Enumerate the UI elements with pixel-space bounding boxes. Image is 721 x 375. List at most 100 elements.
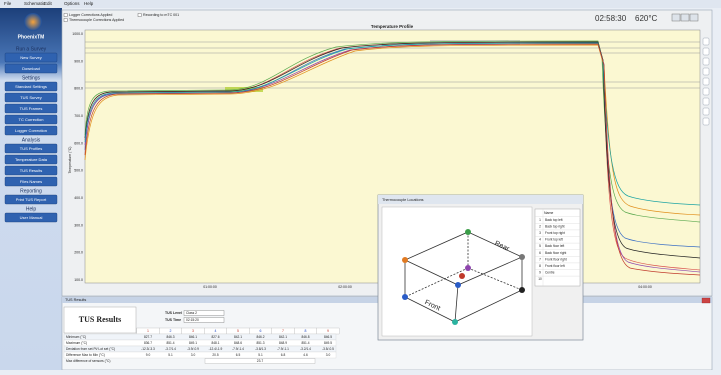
cell-value: -3.8/1.3: [255, 347, 266, 351]
sidebar-button[interactable]: [4, 212, 58, 223]
row-number: 10: [538, 277, 542, 281]
column-header: 6: [260, 329, 262, 333]
sidebar-button[interactable]: [4, 114, 58, 125]
menu-item[interactable]: File: [4, 1, 12, 6]
heading-box: [63, 306, 137, 334]
section-title: Run a Survey: [16, 46, 47, 52]
cell-value: 6.5: [236, 353, 241, 357]
logo-text: PhoenixTM: [18, 34, 45, 40]
cube-canvas: [381, 206, 533, 337]
row-label: Difference Max to Min (°C): [66, 353, 105, 357]
section-title: Help: [26, 206, 37, 212]
tool-icon[interactable]: [702, 87, 710, 96]
tool-icon[interactable]: [702, 57, 710, 66]
menu-item[interactable]: Schematic: [24, 1, 46, 6]
temperature-curves: [84, 40, 701, 276]
section-title: Settings: [22, 75, 41, 81]
y-tick-label: 200.0: [74, 251, 83, 255]
close-button[interactable]: [701, 297, 711, 304]
sidebar-button[interactable]: [4, 143, 58, 154]
button-label[interactable]: TC Correction: [19, 117, 44, 122]
sidebar-button[interactable]: [4, 81, 58, 92]
button-label[interactable]: User Manual: [20, 215, 43, 220]
row-number: 5: [539, 244, 541, 248]
sidebar-button[interactable]: [4, 92, 58, 103]
button-label[interactable]: Logger Correction: [15, 128, 47, 133]
name-table: [534, 208, 581, 287]
window-control[interactable]: [680, 13, 690, 22]
tool-icon[interactable]: [702, 37, 710, 46]
menu-item[interactable]: Options: [64, 1, 80, 6]
tool-icon[interactable]: [702, 47, 710, 56]
column-header: 9: [327, 329, 329, 333]
tool-icon[interactable]: [702, 77, 710, 86]
sidebar-button[interactable]: [4, 63, 58, 74]
window-control[interactable]: [689, 13, 699, 22]
cell-value: -12.4/-1.9: [209, 347, 223, 351]
checkbox-label: Recording to mTC 001: [143, 13, 179, 17]
sidebar-button[interactable]: [4, 52, 58, 63]
cell-value: -3.5/-0.5: [322, 347, 334, 351]
button-label[interactable]: Files Names: [20, 179, 42, 184]
y-tick-label: 1000.0: [72, 32, 83, 36]
y-tick-label: 700.0: [74, 114, 83, 118]
checkbox[interactable]: [137, 13, 142, 17]
row-name: Front top left: [545, 238, 563, 242]
cell-value: 851.3: [257, 341, 265, 345]
cell-value: -7.9/-1.1: [277, 347, 289, 351]
y-axis-label: Temperature (°C): [68, 147, 72, 174]
column-header: 8: [305, 329, 307, 333]
button-label[interactable]: Standard Settings: [15, 84, 47, 89]
tool-icon[interactable]: [702, 107, 710, 116]
logo-icon: [24, 13, 42, 31]
sidebar-button[interactable]: [4, 176, 58, 187]
sidebar-button[interactable]: [4, 103, 58, 114]
checkbox[interactable]: [63, 18, 68, 22]
row-name: Back top right: [545, 224, 565, 228]
sidebar-button[interactable]: [4, 165, 58, 176]
checkbox-label: Logger Corrections Applied: [69, 13, 112, 17]
sidebar-button[interactable]: [4, 125, 58, 136]
button-label[interactable]: Download: [22, 66, 40, 71]
button-label[interactable]: TUS Profiles: [20, 146, 42, 151]
cell-value: 836.7: [144, 341, 152, 345]
panel-title: TUS Results: [65, 298, 86, 302]
button-label[interactable]: TUS Survey: [20, 95, 42, 100]
x-tick-label: 01:00:00: [203, 285, 217, 289]
plot-title: Temperature Profile: [371, 24, 414, 29]
menu-item[interactable]: Edit: [44, 1, 53, 6]
cell-value: -12.3/-3.3: [141, 347, 155, 351]
button-label[interactable]: TUS Frames: [20, 106, 43, 111]
row-name: Back top left: [545, 218, 563, 222]
row-number: 6: [539, 251, 541, 255]
tool-icon[interactable]: [702, 67, 710, 76]
column-header: 3: [192, 329, 194, 333]
y-tick-label: 900.0: [74, 59, 83, 63]
row-band: [63, 351, 337, 359]
field-box: [183, 317, 225, 323]
window-control[interactable]: [671, 13, 681, 22]
button-label[interactable]: Print TUS Report: [16, 197, 47, 202]
menu-item[interactable]: Help: [84, 1, 94, 6]
cell-value: 848.6: [234, 341, 242, 345]
cell-value: 848.1: [212, 341, 220, 345]
field-box: [183, 310, 225, 316]
sidebar-button[interactable]: [4, 154, 58, 165]
checkbox[interactable]: [63, 13, 68, 17]
button-label[interactable]: Temperature Data: [15, 157, 48, 162]
row-name: Front top right: [545, 231, 565, 235]
current-temperature: 620°C: [635, 14, 658, 23]
row-number: 1: [539, 218, 541, 222]
sidebar-button[interactable]: [4, 194, 58, 205]
summary-value: 23.7: [257, 359, 264, 363]
tool-icon[interactable]: [702, 117, 710, 126]
section-title: Reporting: [20, 188, 42, 194]
button-label[interactable]: TUS Results: [20, 168, 42, 173]
row-number: 3: [539, 231, 541, 235]
tool-icon[interactable]: [702, 97, 710, 106]
cell-value: 846.3: [167, 335, 175, 339]
button-label[interactable]: New Survey: [20, 55, 42, 60]
row-name: Back floor right: [545, 251, 566, 255]
row-band: [63, 339, 337, 347]
